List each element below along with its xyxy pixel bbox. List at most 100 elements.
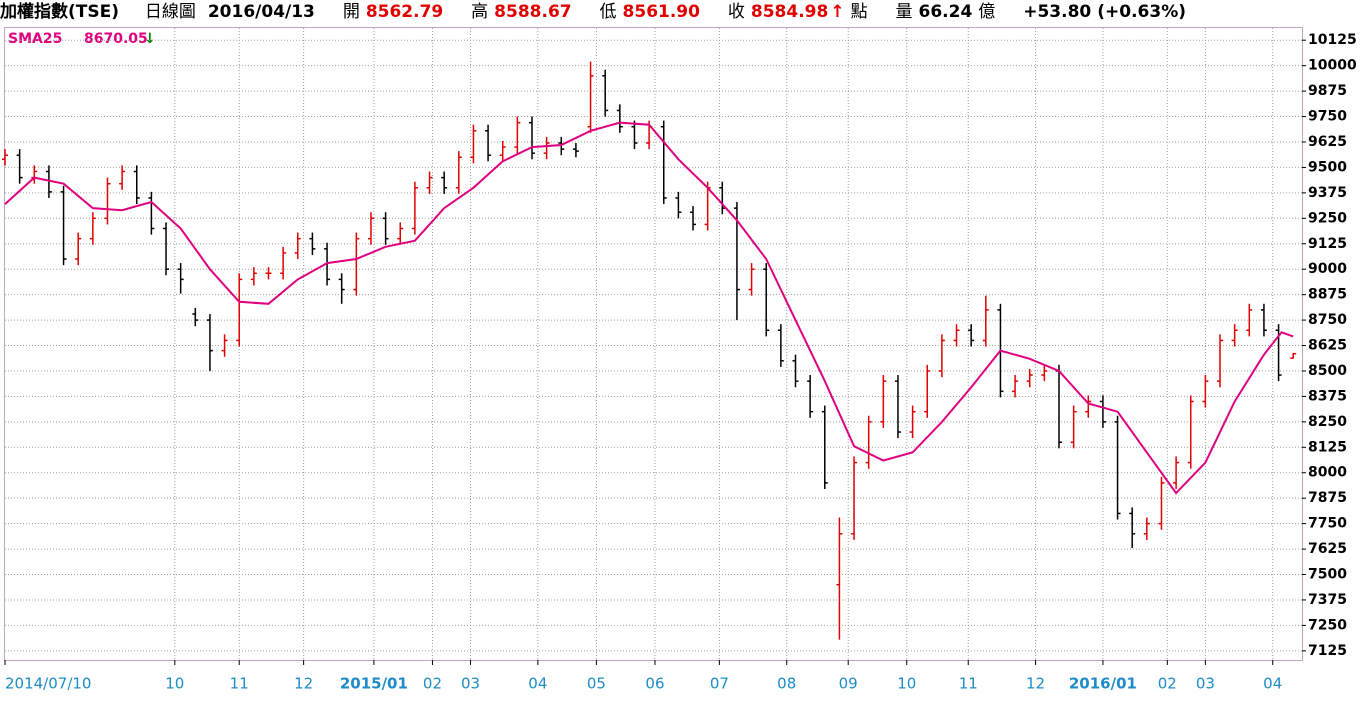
- x-tick-label: 10: [897, 675, 916, 693]
- y-tick-label: 9625: [1308, 134, 1347, 150]
- y-tick-label: 7250: [1308, 617, 1347, 633]
- x-tick-label: 12: [1026, 675, 1045, 693]
- ohlc-bar: [250, 267, 257, 286]
- close-value: 8584.98: [750, 2, 829, 22]
- ohlc-bar: [206, 313, 213, 371]
- ohlc-bar: [104, 177, 111, 225]
- y-tick-label: 8125: [1308, 439, 1347, 455]
- ohlc-bar: [411, 181, 418, 235]
- date: 2016/04/13: [207, 2, 315, 22]
- high-label: 高: [471, 2, 489, 22]
- x-tick-label: 08: [777, 675, 796, 693]
- ohlc-bar: [851, 456, 858, 540]
- ohlc-bar: [1231, 324, 1238, 347]
- ohlc-bar: [836, 517, 843, 640]
- ohlc-bar: [1158, 476, 1165, 530]
- up-arrow: ↑: [830, 2, 845, 22]
- y-tick-label: 7875: [1308, 490, 1347, 506]
- ohlc-bar: [119, 165, 126, 190]
- ohlc-bar: [1275, 324, 1282, 382]
- ohlc-bar: [968, 324, 975, 347]
- ohlc-bar: [163, 222, 170, 276]
- ohlc-bar: [397, 222, 404, 245]
- low-label: 低: [599, 2, 617, 22]
- ohlc-bar: [880, 375, 887, 428]
- ohlc-bar: [924, 364, 931, 418]
- x-tick-label: 12: [294, 675, 313, 693]
- x-tick-label: 11: [230, 675, 249, 693]
- open-value: 8562.79: [365, 2, 444, 22]
- ohlc-bar: [777, 324, 784, 367]
- ohlc-bar: [1055, 364, 1062, 449]
- ohlc-bar: [719, 181, 726, 215]
- ohlc-bar: [177, 263, 184, 294]
- ohlc-bar: [1114, 415, 1121, 520]
- x-tick-label: 07: [710, 675, 729, 693]
- ohlc-bar: [455, 151, 462, 194]
- volume-value: 66.24: [918, 2, 973, 22]
- x-tick-label: 06: [645, 675, 664, 693]
- legend-arrow: ↓: [144, 31, 156, 47]
- ohlc-bar: [60, 185, 67, 266]
- close-label: 收: [727, 2, 745, 22]
- ohlc-bar: [528, 116, 535, 160]
- legend-value: 8670.05: [84, 31, 148, 47]
- ohlc-bar: [982, 295, 989, 347]
- ohlc-bar: [236, 273, 243, 347]
- ohlc-bar: [470, 124, 477, 164]
- x-tick-label: 09: [839, 675, 858, 693]
- ohlc-bar: [367, 212, 374, 245]
- ohlc-bar: [2, 149, 8, 166]
- ohlc-bar: [45, 165, 52, 198]
- ohlc-bar: [499, 140, 506, 162]
- ohlc-bar: [1217, 334, 1224, 388]
- ohlc-bar: [309, 232, 316, 255]
- sma-line: [4, 121, 1294, 495]
- open-label: 開: [342, 2, 360, 22]
- y-tick-label: 8500: [1308, 363, 1347, 379]
- ohlc-bar: [558, 136, 565, 156]
- ohlc-bar: [631, 120, 638, 150]
- ohlc-bar: [792, 354, 799, 388]
- ohlc-bar: [690, 206, 697, 231]
- period: 日線圖: [144, 2, 196, 22]
- y-tick-label: 8250: [1308, 414, 1347, 430]
- ohlc-bar: [89, 212, 96, 245]
- y-tick-label: 7125: [1308, 643, 1347, 659]
- ohlc-bar: [1187, 395, 1194, 469]
- y-tick-label: 8625: [1308, 338, 1347, 354]
- x-tick-label: 03: [461, 675, 480, 693]
- y-tick-label: 9500: [1308, 159, 1347, 175]
- ohlc-bar: [1260, 303, 1267, 337]
- ohlc-bar: [616, 104, 623, 133]
- ohlc-bar: [1026, 368, 1033, 388]
- y-tick-label: 8750: [1308, 312, 1347, 328]
- y-tick-label: 8375: [1308, 388, 1347, 404]
- ohlc-bar: [675, 191, 682, 219]
- ohlc-bar: [602, 69, 609, 117]
- ohlc-bar: [192, 307, 199, 327]
- ohlc-bar: [1173, 456, 1180, 490]
- ohlc-bar: [441, 171, 448, 194]
- ohlc-bar: [748, 263, 755, 296]
- y-tick-label: 9375: [1308, 185, 1347, 201]
- x-tick-label: 2015/01: [340, 675, 408, 693]
- y-tick-label: 10125: [1308, 32, 1357, 48]
- ohlc-bar: [1290, 352, 1297, 359]
- x-tick-label: 2014/07/10: [5, 675, 91, 693]
- ohlc-bar: [909, 405, 916, 439]
- ohlc-bar: [75, 232, 82, 266]
- x-tick-label: 02: [1158, 675, 1177, 693]
- plot-border: [4, 27, 1303, 661]
- ohlc-bar: [572, 143, 579, 158]
- x-tick-label: 10: [165, 675, 184, 693]
- ohlc-bar: [1202, 375, 1209, 408]
- low-value: 8561.90: [622, 2, 700, 22]
- x-tick-label: 2016/01: [1069, 675, 1137, 693]
- ohlc-bar: [543, 136, 550, 160]
- y-tick-label: 9875: [1308, 83, 1347, 99]
- y-tick-label: 9250: [1308, 210, 1347, 226]
- ohlc-bar: [16, 149, 23, 184]
- ohlc-bar: [660, 120, 667, 205]
